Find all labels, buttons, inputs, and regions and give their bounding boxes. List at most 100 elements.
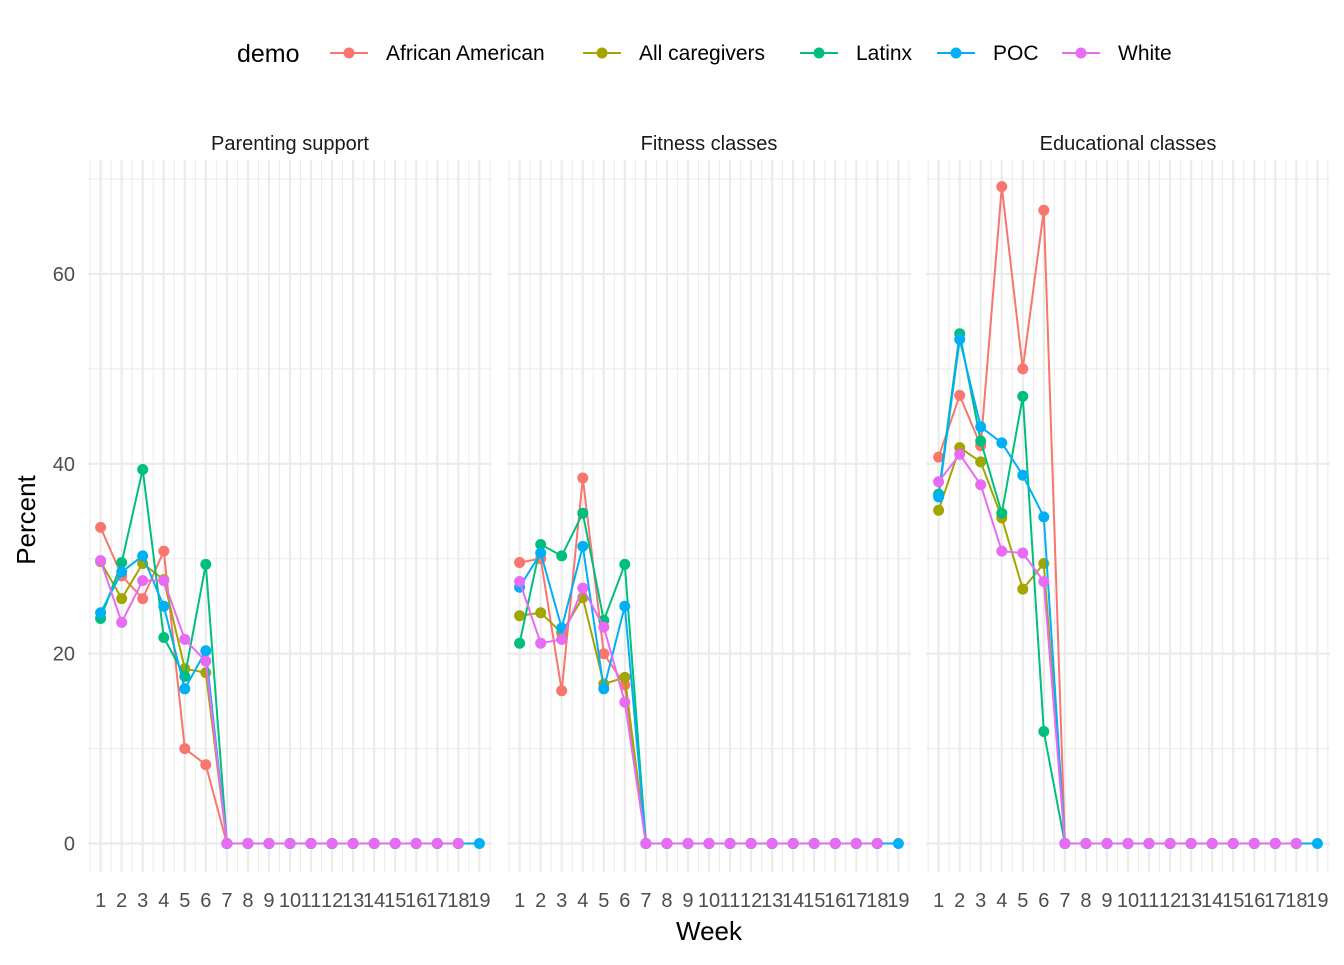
series-white [95,555,464,849]
data-point [1059,838,1071,849]
x-tick-label: 14 [1201,890,1223,912]
legend-key-point [596,47,608,59]
data-point [137,575,149,587]
data-point [535,539,547,550]
data-point [996,181,1008,193]
data-point [1248,838,1260,849]
data-point [577,540,589,552]
data-point [158,600,170,612]
data-point [1269,838,1281,849]
data-point [221,838,233,849]
data-point [661,838,673,849]
data-point [137,593,149,605]
x-tick-label: 2 [535,890,546,912]
x-tick-label: 9 [1101,890,1112,912]
data-point [1143,838,1155,849]
data-point [1017,363,1029,375]
data-point [284,838,296,849]
data-point [1122,838,1134,849]
x-tick-label: 6 [619,890,630,912]
legend-item-african-american: African American [330,42,545,65]
legend-key-point [813,47,825,59]
x-tick-label: 14 [363,890,385,912]
data-point [933,476,945,488]
legend-label: POC [993,42,1039,65]
x-tick-label: 6 [1038,890,1049,912]
x-tick-label: 3 [137,890,148,912]
data-point [389,838,401,849]
x-tick-label: 7 [221,890,232,912]
data-point [242,838,254,849]
data-point [954,333,966,345]
x-tick-label: 16 [824,890,846,912]
x-tick-label: 5 [179,890,190,912]
data-point [116,616,128,628]
data-point [514,637,526,649]
x-tick-label: 4 [996,890,1007,912]
data-point [514,576,526,587]
x-tick-label: 3 [975,890,986,912]
data-point [179,683,191,695]
data-point [200,558,212,570]
data-point [619,671,631,683]
data-point [619,558,631,570]
data-point [619,696,631,708]
data-point [1017,390,1029,402]
legend: demo African American All caregivers Latin… [237,40,1172,68]
data-point [535,547,547,559]
data-point [933,504,945,516]
legend-label: African American [386,42,545,65]
data-point [1227,838,1239,849]
series-white [933,448,1302,849]
data-point [179,633,191,645]
x-tick-label: 13 [761,890,783,912]
x-tick-label: 18 [1285,890,1307,912]
data-point [598,683,610,695]
x-tick-label: 17 [845,890,867,912]
data-point [1311,838,1323,849]
x-tick-label: 17 [426,890,448,912]
data-point [556,550,568,562]
data-point [975,421,987,433]
data-point [682,838,694,849]
x-tick-label: 12 [1159,890,1181,912]
data-point [347,838,359,849]
x-tick-label: 10 [1117,890,1139,912]
x-tick-label: 15 [1222,890,1244,912]
legend-item-all-caregivers: All caregivers [583,42,765,65]
data-point [975,435,987,447]
data-point [933,491,945,503]
data-point [535,637,547,649]
panel-grid [507,160,911,872]
x-tick-label: 2 [116,890,127,912]
data-point [473,838,485,849]
data-point [137,464,149,475]
facet-title: Parenting support [211,133,369,155]
data-point [1017,469,1029,481]
x-tick-label: 10 [698,890,720,912]
facet-title: Fitness classes [641,133,778,155]
x-tick-label: 3 [556,890,567,912]
x-tick-label: 14 [782,890,804,912]
x-tick-label: 5 [598,890,609,912]
legend-label: White [1118,42,1172,65]
y-tick-label: 20 [53,644,75,666]
data-point [263,838,275,849]
x-tick-label: 11 [1139,890,1160,912]
data-point [95,521,107,533]
data-point [808,838,820,849]
data-point [1017,583,1029,595]
x-tick-label: 9 [682,890,693,912]
facet-title: Educational classes [1040,133,1217,155]
x-tick-label: 7 [640,890,651,912]
legend-title: demo [237,40,300,68]
data-point [305,838,317,849]
data-point [95,607,107,619]
data-point [326,838,338,849]
data-point [158,632,170,643]
data-point [116,593,128,605]
data-point [850,838,862,849]
legend-label: All caregivers [639,42,765,65]
